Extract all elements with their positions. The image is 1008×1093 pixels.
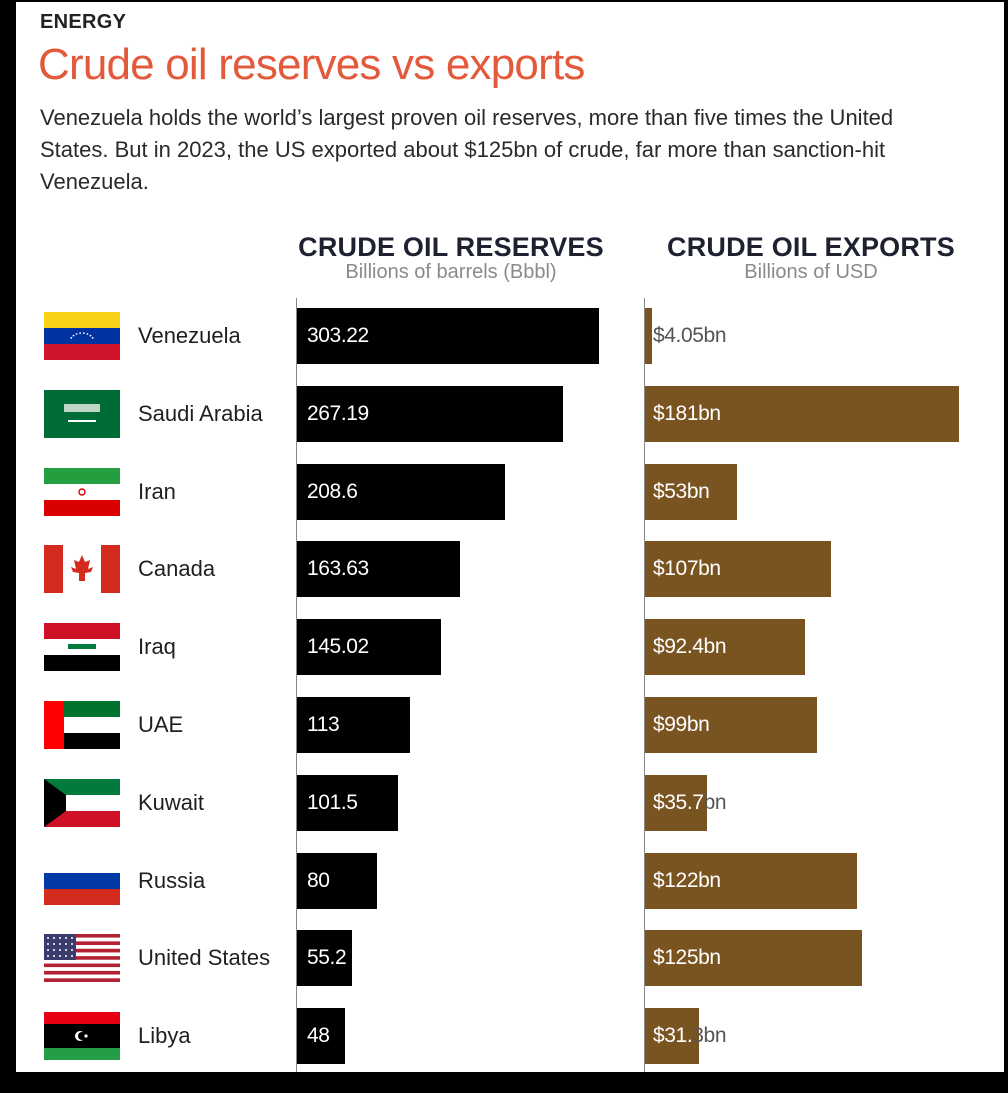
exports-bar-iran: [645, 463, 737, 520]
reserves-bar-russia: [297, 852, 377, 909]
reserves-bar-libya: [297, 1008, 345, 1065]
uae-flag-icon: [44, 701, 120, 749]
country-label-uae: UAE: [138, 712, 184, 737]
canada-flag-icon: [44, 545, 120, 594]
exports-column-header: CRUDE OIL EXPORTS Billions of USD: [646, 232, 976, 284]
reserves-column-title: CRUDE OIL RESERVES: [298, 232, 604, 262]
country-label-russia: Russia: [138, 867, 206, 893]
reserves-bar-canada: [297, 541, 460, 598]
reserves-bar-saudi-arabia: [297, 385, 563, 442]
united-states-flag-icon: [44, 934, 120, 983]
country-label-iran: Iran: [138, 478, 176, 504]
iraq-flag-icon: [44, 623, 120, 672]
exports-value-united-states: $125bn: [653, 946, 721, 970]
exports-bar-libya: [645, 1008, 699, 1065]
exports-value-iran: $53bn: [653, 479, 710, 503]
exports-column-title: CRUDE OIL EXPORTS: [667, 232, 955, 262]
reserves-bar-united-states: [297, 930, 352, 987]
reserves-value-canada: 163.63: [307, 557, 369, 581]
reserves-value-venezuela: 303.22: [307, 324, 369, 347]
country-label-canada: Canada: [138, 556, 216, 582]
reserves-bar-iran: [297, 463, 505, 520]
exports-bar-canada: [645, 541, 831, 598]
reserves-value-libya: 48: [307, 1024, 330, 1048]
exports-bar-iraq: [645, 619, 805, 676]
exports-bar-russia: [645, 852, 857, 909]
exports-value-saudi-arabia: $181bn: [653, 401, 721, 425]
country-label-saudi-arabia: Saudi Arabia: [138, 400, 263, 426]
reserves-value-iraq: 145.02: [307, 635, 369, 659]
country-label-iraq: Iraq: [138, 634, 176, 660]
iran-flag-icon: [44, 467, 120, 516]
exports-bar-saudi-arabia: [645, 385, 959, 442]
exports-value-venezuela: $4.05bn: [653, 324, 727, 347]
country-label-united-states: United States: [138, 945, 271, 971]
exports-bar-united-states: [645, 930, 862, 987]
reserves-value-russia: 80: [307, 868, 330, 892]
infographic-panel: ENERGY Crude oil reserves vs exports Ven…: [16, 2, 1004, 1072]
chart-subtitle: Venezuela holds the world’s largest prov…: [40, 105, 894, 194]
reserves-value-saudi-arabia: 267.19: [307, 401, 369, 425]
exports-value-kuwait: $35.7bn: [653, 790, 727, 814]
exports-bar-kuwait: [645, 774, 707, 831]
exports-axis-line: [644, 298, 645, 1072]
reserves-bar-uae: [297, 697, 410, 753]
country-label-venezuela: Venezuela: [138, 323, 241, 348]
reserves-value-uae: 113: [307, 713, 340, 736]
venezuela-flag-icon: [44, 312, 120, 360]
reserves-value-iran: 208.6: [307, 479, 358, 503]
exports-value-uae: $99bn: [653, 713, 710, 736]
reserves-column-unit: Billions of barrels (Bbbl): [345, 261, 557, 283]
reserves-bar-iraq: [297, 619, 441, 676]
exports-bar-uae: [645, 697, 817, 753]
exports-value-libya: $31.3bn: [653, 1024, 727, 1048]
reserves-value-united-states: 55.2: [307, 946, 347, 970]
reserves-column-header: CRUDE OIL RESERVES Billions of barrels (…: [286, 232, 616, 284]
exports-column-unit: Billions of USD: [744, 261, 878, 283]
exports-bar-venezuela: [645, 308, 652, 364]
exports-value-canada: $107bn: [653, 557, 721, 581]
reserves-bar-kuwait: [297, 774, 398, 831]
section-kicker: ENERGY: [40, 11, 127, 33]
reserves-bar-venezuela: [297, 308, 599, 364]
kuwait-flag-icon: [44, 778, 120, 827]
exports-value-russia: $122bn: [653, 868, 721, 892]
country-label-libya: Libya: [138, 1023, 191, 1049]
exports-value-iraq: $92.4bn: [653, 635, 727, 659]
chart-title: Crude oil reserves vs exports: [38, 40, 585, 89]
libya-flag-icon: [44, 1012, 120, 1061]
reserves-value-kuwait: 101.5: [307, 790, 358, 814]
country-label-kuwait: Kuwait: [138, 789, 205, 815]
russia-flag-icon: [44, 856, 120, 905]
saudi-arabia-flag-icon: [44, 389, 120, 438]
reserves-axis-line: [296, 298, 297, 1072]
